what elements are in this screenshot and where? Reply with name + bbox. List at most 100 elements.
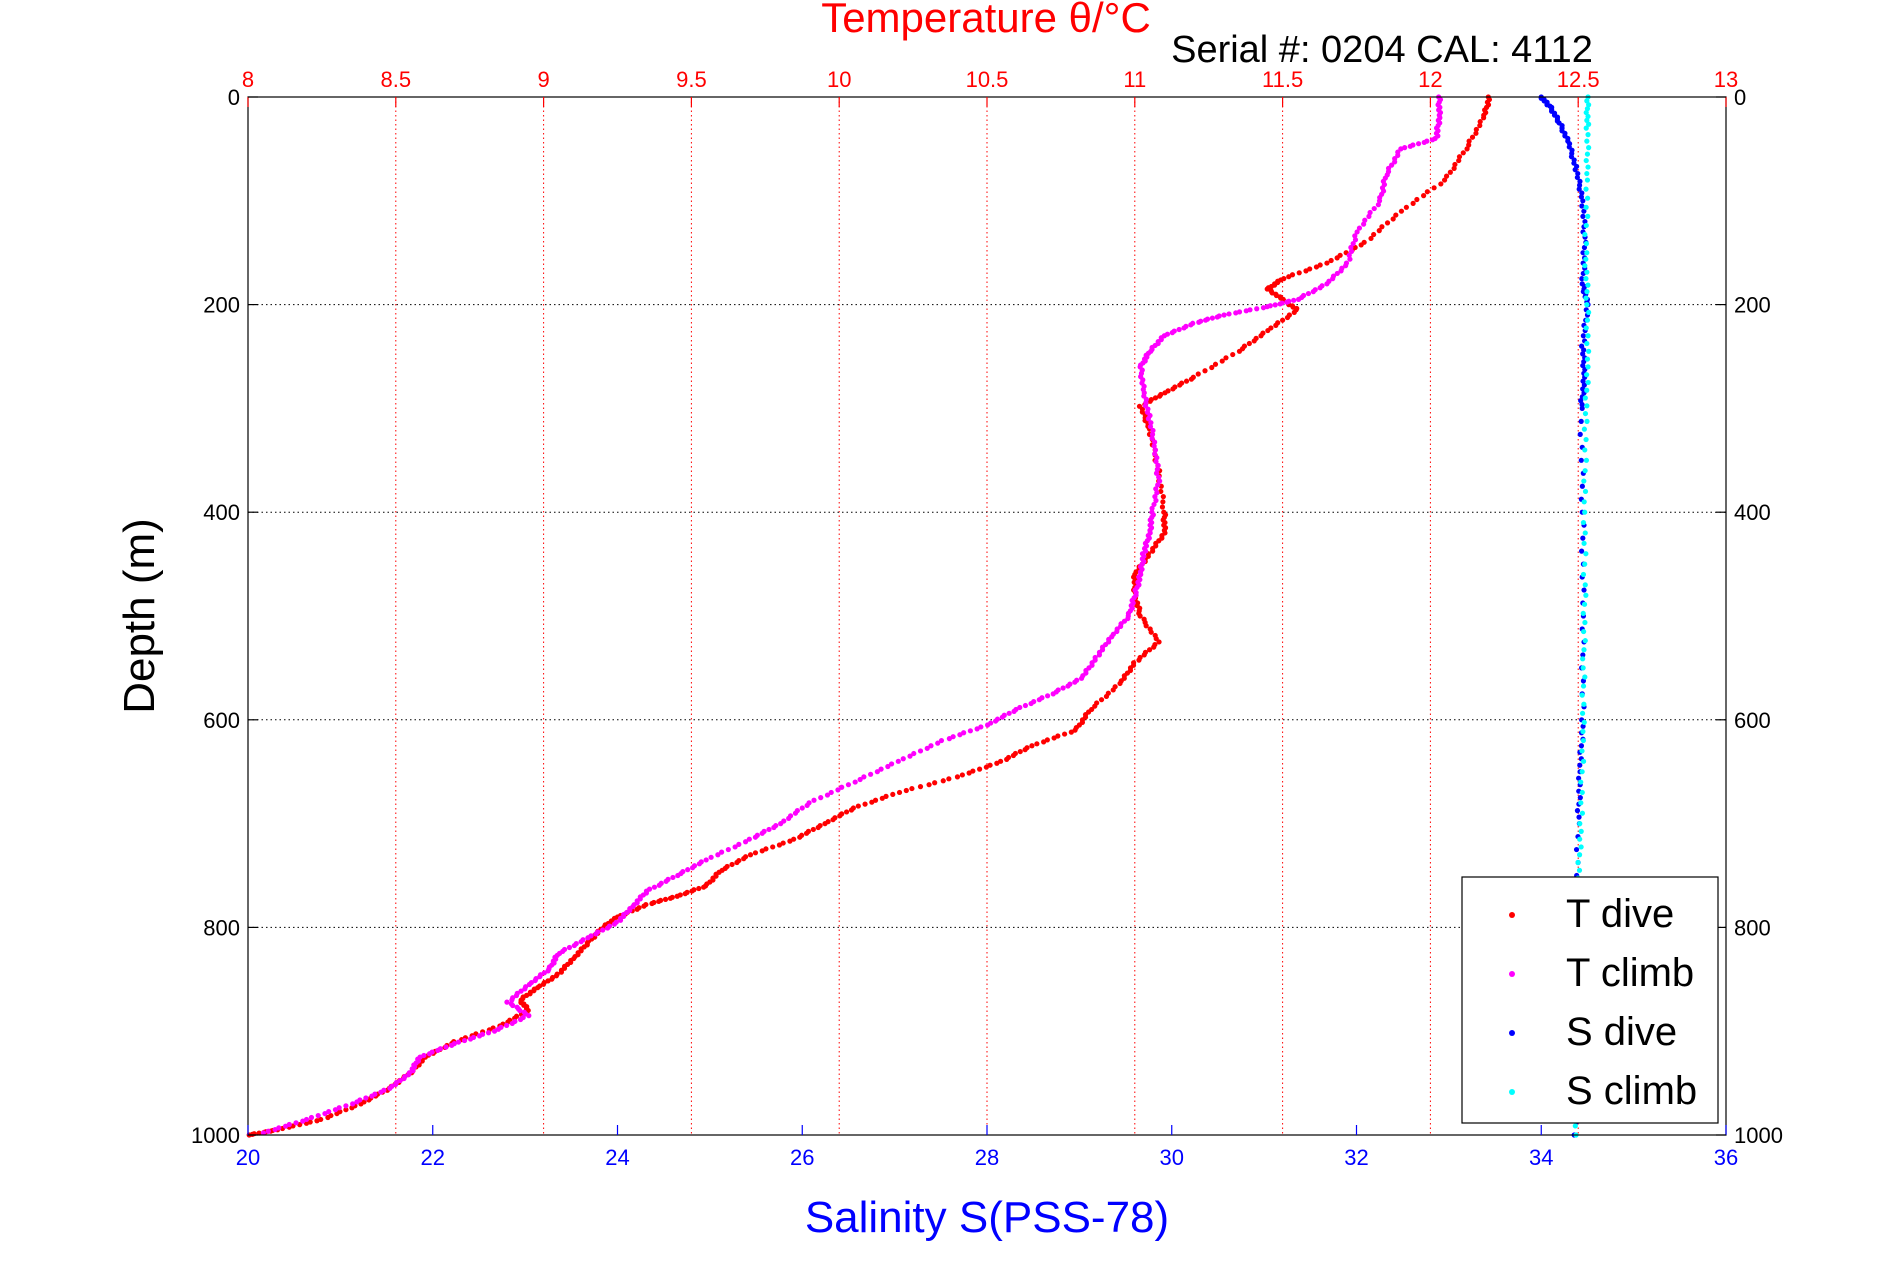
salinity-tick-label: 28 (975, 1145, 999, 1170)
data-point (946, 776, 952, 782)
data-point (1576, 852, 1583, 858)
data-point (1582, 530, 1588, 536)
data-point (667, 895, 674, 901)
data-point (1579, 692, 1585, 698)
data-point (747, 852, 754, 858)
data-point (1295, 296, 1302, 303)
data-point (1464, 146, 1470, 152)
data-point (719, 849, 725, 855)
data-point (1291, 297, 1297, 303)
data-point (1579, 203, 1585, 209)
data-point (1348, 244, 1354, 251)
data-point (443, 1044, 449, 1050)
data-point (770, 844, 776, 850)
data-point (992, 718, 999, 724)
data-point (1303, 268, 1309, 274)
data-point (1188, 322, 1194, 328)
data-point (1583, 157, 1589, 164)
data-point (734, 859, 740, 866)
data-point (641, 903, 647, 909)
data-point (1584, 289, 1590, 295)
data-point (1584, 151, 1591, 157)
legend-label: S dive (1566, 1010, 1677, 1054)
data-point (977, 766, 983, 772)
data-point (967, 728, 973, 734)
data-point (759, 830, 765, 836)
data-point (928, 743, 934, 749)
data-point (1466, 138, 1472, 144)
data-point (1195, 371, 1201, 377)
data-point (1581, 359, 1587, 365)
data-point (1582, 561, 1588, 567)
depth-tick-label-left: 0 (228, 85, 240, 110)
data-point (771, 824, 777, 831)
data-point (1117, 680, 1123, 687)
data-point (1477, 122, 1483, 129)
data-point (349, 1105, 355, 1111)
data-point (824, 792, 831, 798)
data-point (315, 1112, 321, 1119)
data-point (803, 830, 810, 836)
data-point (1585, 379, 1591, 386)
data-point (1584, 117, 1590, 123)
data-point (1258, 333, 1264, 339)
data-point (874, 769, 880, 775)
data-point (1580, 571, 1587, 578)
data-point (845, 782, 852, 788)
data-point (1578, 828, 1584, 834)
data-point (1584, 340, 1590, 347)
data-point (1583, 295, 1589, 301)
data-point (1429, 137, 1436, 143)
data-point (1202, 368, 1208, 374)
data-point (1584, 317, 1591, 323)
data-point (708, 854, 714, 860)
data-point (354, 1099, 360, 1105)
data-point (1577, 178, 1583, 184)
data-point (1577, 795, 1583, 801)
data-point (1473, 126, 1479, 133)
data-point (1583, 551, 1589, 557)
data-point (1579, 769, 1585, 775)
data-point (1157, 393, 1163, 399)
legend-box (1461, 876, 1719, 1124)
data-point (938, 737, 945, 744)
data-point (1431, 185, 1437, 191)
data-point (1580, 519, 1587, 526)
data-point (1226, 311, 1232, 317)
data-point (1580, 213, 1586, 219)
data-point (1354, 229, 1360, 235)
data-point (1156, 639, 1162, 645)
data-point (810, 826, 816, 833)
data-point (1145, 416, 1151, 422)
data-point (1334, 270, 1340, 277)
data-point (903, 787, 909, 794)
data-point (885, 763, 891, 770)
data-point (656, 898, 662, 905)
data-point (1584, 138, 1590, 144)
data-point (1586, 121, 1592, 127)
data-point (1155, 482, 1161, 488)
data-point (634, 906, 640, 912)
data-point (1407, 143, 1413, 149)
data-point (1017, 748, 1023, 755)
data-point (1582, 410, 1589, 417)
data-point (1151, 501, 1157, 508)
data-point (1017, 704, 1023, 711)
data-point (742, 839, 749, 845)
data-point (558, 969, 565, 975)
data-point (1576, 867, 1583, 873)
data-point (1585, 132, 1591, 138)
data-point (837, 813, 843, 819)
data-point (732, 844, 738, 850)
data-point (815, 824, 821, 831)
data-point (1579, 401, 1585, 408)
data-point (1460, 150, 1466, 156)
data-point (811, 797, 817, 803)
data-point (426, 1051, 433, 1057)
data-point (1582, 263, 1588, 269)
data-point (852, 779, 858, 785)
data-point (1141, 652, 1147, 658)
data-point (1582, 468, 1588, 474)
data-point (675, 872, 681, 879)
data-point (1577, 821, 1583, 827)
